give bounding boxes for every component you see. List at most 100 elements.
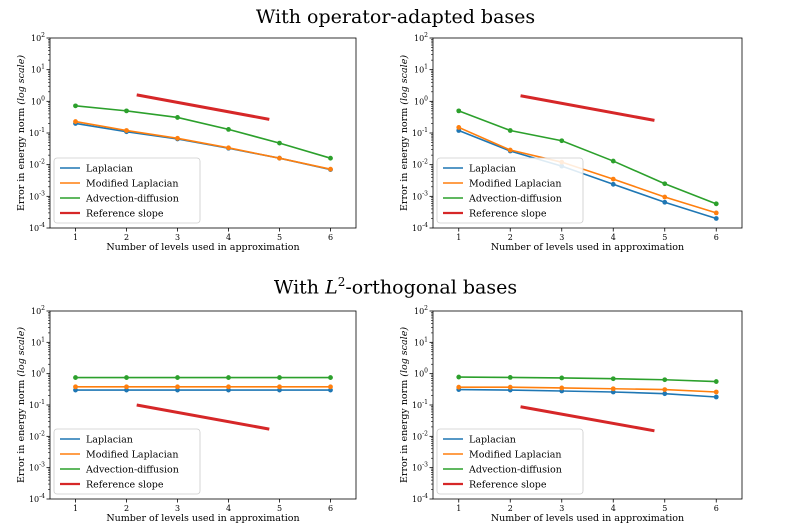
y-tick-label: 10-3: [29, 462, 45, 473]
data-point-advection-diffusion: [226, 375, 231, 380]
legend-label: Laplacian: [86, 435, 133, 446]
section-title-l2-orthogonal: With L2-orthogonal bases: [0, 275, 791, 298]
legend-label: Modified Laplacian: [86, 179, 179, 190]
title-superscript: 2: [337, 275, 346, 289]
series-line-laplacian: [458, 388, 717, 398]
y-tick-exponent: -1: [422, 127, 428, 134]
y-axis-label: Error in energy norm (log scale): [399, 327, 410, 483]
y-axis-label-main: Error in energy norm: [16, 377, 27, 483]
legend-label: Advection-diffusion: [85, 465, 179, 476]
y-tick-label: 10-4: [412, 222, 428, 233]
y-axis-label-scale: (log scale): [399, 55, 410, 105]
y-tick-exponent: 0: [424, 95, 428, 102]
y-tick-exponent: -4: [39, 493, 45, 500]
data-point-advection-diffusion: [175, 375, 180, 380]
x-axis-label: Number of levels used in approximation: [491, 513, 684, 524]
y-tick-exponent: -1: [39, 399, 45, 406]
x-axis-label: Number of levels used in approximation: [106, 242, 299, 253]
legend-label: Laplacian: [469, 435, 516, 446]
x-tick-label: 6: [328, 504, 333, 513]
data-point-advection-diffusion: [277, 375, 282, 380]
data-point-advection-diffusion: [610, 158, 616, 164]
legend-label: Modified Laplacian: [469, 179, 562, 190]
y-tick-label: 10-1: [412, 127, 428, 138]
y-tick-exponent: 2: [41, 32, 45, 39]
y-tick-label: 10-4: [29, 222, 45, 233]
x-tick-label: 5: [277, 233, 282, 242]
y-tick-label: 10-3: [29, 190, 45, 201]
y-tick-exponent: -3: [422, 190, 428, 197]
y-tick-exponent: -1: [422, 399, 428, 406]
series-line-reference-slope: [136, 403, 270, 431]
y-tick-exponent: -4: [422, 493, 428, 500]
y-tick-exponent: -3: [422, 462, 428, 469]
x-tick-label: 6: [714, 504, 719, 513]
data-point-laplacian: [713, 216, 719, 221]
series-line-modified-laplacian: [75, 120, 331, 170]
x-tick-label: 5: [662, 504, 667, 513]
x-tick-label: 5: [277, 504, 282, 513]
data-point-advection-diffusion: [713, 379, 719, 384]
data-point-modified-laplacian: [328, 384, 333, 390]
data-point-advection-diffusion: [456, 374, 462, 380]
y-tick-exponent: -2: [39, 430, 45, 437]
y-tick-label: 101: [31, 336, 45, 347]
y-tick-exponent: 2: [424, 305, 428, 312]
y-tick-label: 10-2: [29, 430, 45, 441]
data-point-modified-laplacian: [226, 384, 231, 390]
y-tick-label: 100: [414, 95, 428, 106]
title-suffix: -orthogonal bases: [345, 276, 518, 299]
y-tick-label: 101: [414, 64, 428, 75]
series-line-advection-diffusion: [75, 105, 331, 159]
data-point-laplacian: [610, 181, 616, 187]
y-tick-label: 10-1: [29, 127, 45, 138]
data-point-modified-laplacian: [73, 384, 78, 390]
data-point-advection-diffusion: [559, 138, 565, 144]
series-line-reference-slope: [520, 405, 655, 433]
data-point-modified-laplacian: [507, 384, 513, 390]
legend-label: Reference slope: [86, 209, 164, 220]
y-tick-label: 10-1: [412, 399, 428, 410]
legend-label: Modified Laplacian: [86, 450, 179, 461]
y-tick-exponent: 0: [41, 95, 45, 102]
y-tick-label: 100: [414, 368, 428, 379]
data-point-advection-diffusion: [456, 108, 462, 114]
y-axis-label-main: Error in energy norm: [399, 105, 410, 211]
series-line-reference-slope: [520, 94, 655, 122]
legend-box: [436, 428, 584, 495]
series-line-advection-diffusion: [458, 110, 717, 205]
data-point-laplacian: [713, 394, 719, 400]
series-line-reference-slope: [136, 93, 270, 121]
data-point-advection-diffusion: [610, 376, 616, 382]
legend-label: Laplacian: [86, 164, 133, 175]
y-tick-exponent: 1: [41, 336, 45, 343]
y-axis-label: Error in energy norm (log scale): [399, 55, 410, 211]
y-tick-label: 102: [414, 32, 428, 43]
y-tick-exponent: 1: [424, 64, 428, 71]
x-tick-label: 4: [226, 504, 231, 513]
series-line-laplacian: [458, 129, 717, 220]
x-tick-label: 3: [175, 233, 180, 242]
y-tick-label: 100: [31, 368, 45, 379]
y-tick-label: 10-1: [29, 399, 45, 410]
data-point-modified-laplacian: [328, 166, 333, 172]
section-title-operator-adapted: With operator-adapted bases: [255, 6, 536, 28]
data-point-advection-diffusion: [328, 375, 333, 380]
x-tick-label: 2: [508, 504, 513, 513]
y-tick-exponent: 2: [41, 305, 45, 312]
data-point-advection-diffusion: [175, 115, 180, 120]
x-tick-label: 4: [611, 504, 616, 513]
data-point-modified-laplacian: [175, 384, 180, 390]
y-tick-exponent: 0: [424, 368, 428, 375]
x-tick-label: 6: [714, 233, 719, 242]
x-axis-label: Number of levels used in approximation: [106, 513, 299, 524]
y-axis-label-scale: (log scale): [16, 55, 27, 105]
series-line-advection-diffusion: [458, 376, 717, 383]
y-tick-label: 100: [31, 95, 45, 106]
y-tick-exponent: -2: [422, 430, 428, 437]
